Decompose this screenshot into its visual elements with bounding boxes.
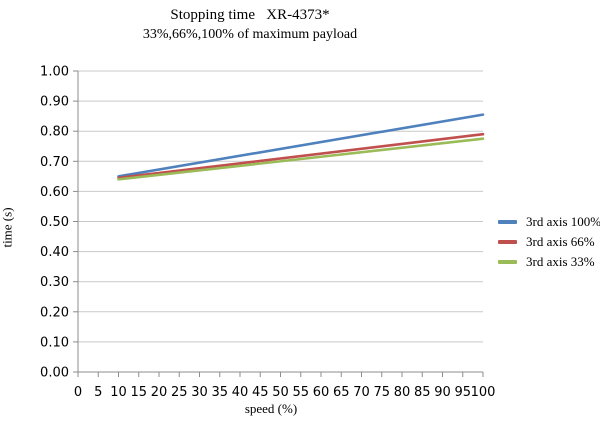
legend-label-3rd-axis-33: 3rd axis 33% bbox=[526, 254, 595, 269]
x-tick-label: 25 bbox=[171, 385, 188, 400]
series-line-3rd-axis-100 bbox=[117, 113, 485, 178]
legend-label-3rd-axis-100: 3rd axis 100% bbox=[526, 214, 600, 229]
x-tick-label: 45 bbox=[252, 385, 269, 400]
y-tick-label: 0.60 bbox=[40, 185, 69, 200]
x-tick-label: 100 bbox=[471, 385, 496, 400]
x-tick-label: 50 bbox=[272, 385, 289, 400]
chart-title: Stopping time XR-4373* bbox=[170, 7, 330, 23]
y-tick-label: 0.50 bbox=[40, 215, 69, 230]
legend-item-3rd-axis-33: 3rd axis 33% bbox=[498, 252, 600, 272]
x-tick-label: 60 bbox=[313, 385, 330, 400]
x-tick-label: 65 bbox=[333, 385, 350, 400]
y-tick-label: 0.40 bbox=[40, 245, 69, 260]
x-tick-label: 20 bbox=[151, 385, 168, 400]
series-line-3rd-axis-66 bbox=[117, 132, 485, 180]
legend-swatch-3rd-axis-66 bbox=[498, 240, 517, 244]
y-tick-label: 0.80 bbox=[40, 125, 69, 140]
y-tick-label: 0.10 bbox=[40, 335, 69, 350]
legend: 3rd axis 100% 3rd axis 66% 3rd axis 33% bbox=[498, 212, 600, 272]
x-tick-label: 30 bbox=[191, 385, 208, 400]
x-tick-label: 90 bbox=[434, 385, 451, 400]
x-tick-label: 55 bbox=[292, 385, 309, 400]
x-axis-title: speed (%) bbox=[244, 401, 298, 416]
y-tick-label: 0.30 bbox=[40, 275, 69, 290]
legend-label-3rd-axis-66: 3rd axis 66% bbox=[526, 234, 595, 249]
y-tick-label: 0.00 bbox=[40, 366, 69, 381]
series-line-3rd-axis-33 bbox=[117, 137, 485, 181]
x-tick-label: 85 bbox=[414, 385, 431, 400]
x-tick-label: 70 bbox=[353, 385, 370, 400]
chart-subtitle: 33%,66%,100% of maximum payload bbox=[142, 27, 358, 42]
legend-item-3rd-axis-66: 3rd axis 66% bbox=[498, 232, 600, 252]
x-tick-label: 40 bbox=[232, 385, 249, 400]
legend-swatch-3rd-axis-100 bbox=[498, 220, 517, 224]
x-tick-label: 80 bbox=[394, 385, 411, 400]
x-tick-label: 75 bbox=[373, 385, 390, 400]
x-tick-label: 10 bbox=[110, 385, 127, 400]
y-tick-label: 0.90 bbox=[40, 95, 69, 110]
legend-swatch-3rd-axis-33 bbox=[498, 260, 517, 264]
y-tick-label: 1.00 bbox=[40, 65, 69, 80]
y-tick-label: 0.70 bbox=[40, 155, 69, 170]
x-tick-label: 15 bbox=[130, 385, 147, 400]
x-tick-label: 35 bbox=[211, 385, 228, 400]
x-tick-label: 5 bbox=[94, 385, 102, 400]
y-tick-label: 0.20 bbox=[40, 305, 69, 320]
legend-item-3rd-axis-100: 3rd axis 100% bbox=[498, 212, 600, 232]
x-tick-label: 0 bbox=[74, 385, 82, 400]
x-tick-label: 95 bbox=[454, 385, 471, 400]
